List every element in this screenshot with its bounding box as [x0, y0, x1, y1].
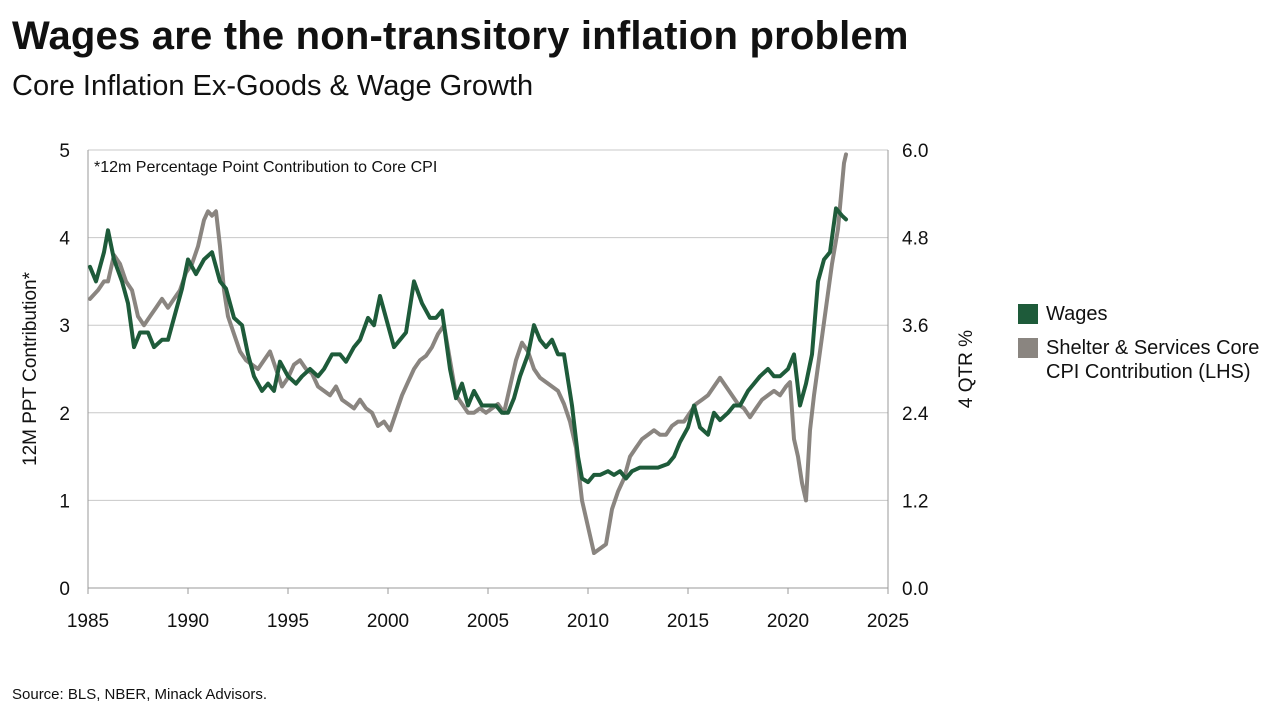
- gridlines: [88, 149, 888, 501]
- legend: Wages Shelter & Services Core CPI Contri…: [1018, 302, 1261, 394]
- legend-swatch-shelter-services: [1018, 338, 1038, 358]
- y-left-tick-label: 4: [59, 229, 70, 250]
- source-note: Source: BLS, NBER, Minack Advisors.: [12, 686, 268, 703]
- x-tick-label: 2015: [667, 611, 709, 632]
- legend-swatch-wages: [1018, 304, 1038, 324]
- y-right-tick-label: 3.6: [902, 316, 928, 337]
- y-right-tick-label: 0.0: [902, 579, 928, 600]
- series-lines: [88, 152, 848, 555]
- y-right-axis-title: 4 QTR %: [956, 330, 977, 408]
- legend-label-shelter-services: Shelter & Services Core CPI Contribution…: [1046, 337, 1260, 383]
- x-tick-label: 1990: [167, 611, 209, 632]
- chart-subtitle: Core Inflation Ex-Goods & Wage Growth: [12, 70, 534, 102]
- y-left-tick-label: 5: [59, 141, 70, 162]
- x-tick-label: 2020: [767, 611, 809, 632]
- y-right-tick-label: 2.4: [902, 404, 929, 425]
- y-right-tick-label: 1.2: [902, 491, 928, 512]
- y-left-tick-label: 2: [59, 404, 70, 425]
- y-left-tick-label: 1: [59, 491, 70, 512]
- legend-item-shelter-services: Shelter & Services Core CPI Contribution…: [1018, 336, 1261, 384]
- x-tick-label: 2000: [367, 611, 409, 632]
- x-tick-label: 2010: [567, 611, 609, 632]
- chart-annotation: *12m Percentage Point Contribution to Co…: [94, 159, 437, 176]
- series-line-wages: [88, 206, 848, 485]
- y-right-tick-label: 4.8: [902, 229, 928, 250]
- x-tick-label: 2005: [467, 611, 509, 632]
- axis-labels: 0 1 2 3 4 5 0.0 1.2 2.4 3.6 4.8 6.0 1985 1990 1995 2000…: [20, 141, 977, 632]
- y-left-axis-title: 12M PPT Contribution*: [20, 271, 41, 466]
- legend-item-wages: Wages: [1018, 302, 1261, 326]
- y-left-tick-label: 3: [59, 316, 70, 337]
- x-tick-label: 1995: [267, 611, 309, 632]
- x-tick-label: 2025: [867, 611, 909, 632]
- x-tick-label: 1985: [67, 611, 109, 632]
- axes: [87, 150, 889, 594]
- series-line-shelter-services: [88, 152, 848, 555]
- legend-label-wages: Wages: [1046, 303, 1108, 325]
- y-left-tick-label: 0: [59, 579, 70, 600]
- chart-title: Wages are the non-transitory inflation p…: [12, 14, 909, 58]
- y-right-tick-label: 6.0: [902, 141, 928, 162]
